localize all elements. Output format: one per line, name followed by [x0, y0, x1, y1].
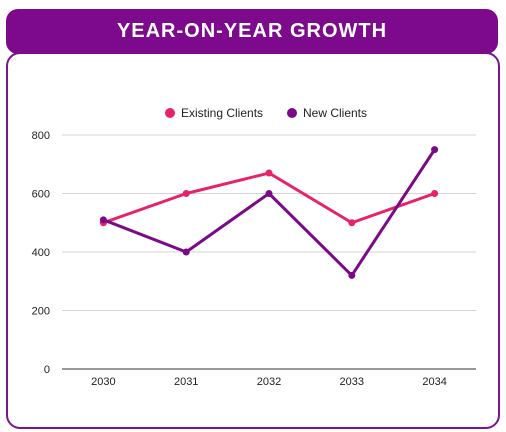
- data-point: [348, 271, 356, 279]
- legend-label: New Clients: [303, 106, 367, 120]
- data-point: [182, 248, 190, 256]
- chart-header: YEAR-ON-YEAR GROWTH: [6, 9, 498, 54]
- legend-swatch: [165, 108, 175, 118]
- data-point: [348, 219, 356, 227]
- y-axis: 0 200 400 600 800: [32, 130, 50, 376]
- x-tick-label: 2030: [91, 376, 115, 388]
- y-tick-label: 200: [32, 306, 50, 318]
- data-point: [431, 146, 439, 154]
- data-point: [431, 190, 439, 197]
- series-line: [101, 171, 437, 225]
- series-group: [99, 146, 439, 279]
- x-tick-label: 2033: [340, 376, 364, 388]
- x-tick-label: 2032: [257, 376, 281, 388]
- chart-title: YEAR-ON-YEAR GROWTH: [116, 20, 388, 42]
- legend-swatch: [287, 108, 297, 118]
- y-tick-label: 800: [32, 130, 50, 142]
- data-point: [182, 190, 190, 197]
- x-tick-label: 2034: [422, 376, 446, 388]
- y-tick-label: 400: [32, 247, 50, 259]
- legend-label: Existing Clients: [181, 106, 263, 120]
- data-point: [265, 190, 273, 197]
- data-point: [99, 216, 107, 224]
- y-tick-label: 600: [32, 189, 50, 201]
- chart-card: [6, 52, 500, 429]
- x-tick-label: 2031: [174, 376, 198, 388]
- y-tick-label: 0: [44, 364, 50, 376]
- data-point: [265, 169, 273, 177]
- x-axis: 2030 2031 2032 2033 2034: [91, 376, 447, 388]
- legend: Existing Clients New Clients: [165, 106, 367, 120]
